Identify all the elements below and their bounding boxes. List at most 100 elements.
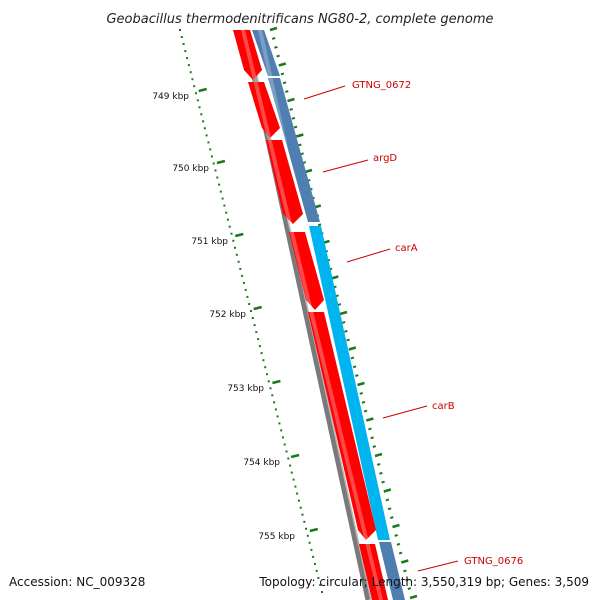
minor-tick [191, 78, 194, 81]
minor-tick [225, 211, 228, 214]
minor-tick [312, 555, 315, 558]
scale-label: 753 kbp [227, 384, 264, 394]
minor-tick [251, 317, 254, 319]
minor-tick [186, 57, 189, 60]
scale-label: 754 kbp [243, 458, 280, 468]
minor-tick [230, 232, 233, 235]
minor-tick [267, 380, 270, 383]
minor-tick [260, 352, 263, 355]
right-minor-tick [291, 116, 296, 120]
major-tick [198, 87, 208, 93]
cds-arrow [359, 544, 388, 600]
minor-tick [205, 134, 208, 137]
major-tick [234, 232, 244, 238]
cds-shine [241, 30, 383, 600]
minor-tick [232, 239, 235, 242]
right-major-tick [287, 97, 295, 103]
major-tick [272, 379, 281, 385]
minor-tick [187, 64, 190, 67]
minor-tick [278, 422, 281, 425]
right-minor-tick [344, 329, 348, 333]
major-tick [216, 159, 226, 165]
genome-summary: Topology: circular; Length: 3,550,319 bp… [258, 575, 589, 589]
minor-tick [214, 169, 217, 172]
minor-tick [195, 92, 197, 95]
minor-tick [308, 541, 311, 544]
minor-tick [296, 492, 299, 495]
right-minor-tick [346, 338, 350, 342]
minor-tick [228, 225, 231, 228]
right-major-tick [400, 559, 409, 564]
scale-label: 751 kbp [191, 237, 228, 247]
minor-tick [179, 29, 181, 31]
right-minor-tick [293, 125, 298, 129]
gene-label[interactable]: GTNG_0672 [352, 80, 411, 91]
right-minor-tick [389, 516, 394, 520]
minor-tick [218, 183, 221, 186]
gene-strip-segment-highlighted [309, 226, 390, 540]
right-major-tick [330, 275, 339, 280]
scale-label: 749 kbp [152, 92, 189, 102]
scale-label: 750 kbp [172, 164, 209, 174]
right-minor-tick [341, 320, 346, 324]
minor-tick [273, 401, 276, 404]
minor-tick [207, 141, 210, 144]
minor-tick [283, 443, 286, 446]
cds-arrow [289, 232, 324, 310]
right-major-tick [278, 62, 287, 67]
right-major-tick [392, 523, 400, 529]
gene-label[interactable]: GTNG_0676 [464, 556, 523, 567]
minor-tick [226, 218, 229, 221]
right-minor-tick [284, 90, 289, 94]
minor-tick [292, 478, 295, 481]
right-minor-tick [394, 533, 399, 537]
minor-tick [234, 246, 236, 249]
minor-tick [276, 415, 279, 418]
minor-tick [216, 176, 219, 179]
minor-tick [262, 359, 265, 362]
right-minor-tick [317, 223, 322, 227]
minor-tick [274, 408, 277, 411]
minor-tick [241, 274, 244, 277]
right-minor-tick [354, 374, 359, 378]
gene-strip-segment [252, 30, 280, 76]
gene-label-leader [322, 159, 369, 173]
right-minor-tick [372, 445, 377, 449]
cds-arrow [248, 82, 280, 138]
minor-tick [258, 345, 261, 348]
scale-label: 755 kbp [258, 532, 295, 542]
right-minor-tick [407, 587, 412, 591]
gene-label[interactable]: argD [373, 153, 397, 164]
minor-tick [200, 113, 203, 116]
minor-tick [193, 85, 196, 88]
minor-tick [244, 288, 247, 291]
minor-tick [315, 569, 318, 572]
right-major-tick [409, 594, 418, 600]
right-minor-tick [350, 356, 355, 360]
minor-tick [285, 450, 288, 453]
minor-tick [248, 303, 251, 305]
minor-tick [246, 295, 249, 298]
right-minor-tick [398, 551, 403, 555]
gene-label[interactable]: carA [395, 243, 418, 254]
minor-tick [317, 576, 320, 579]
minor-tick [250, 310, 252, 312]
major-tick [253, 305, 263, 311]
right-major-tick [295, 133, 304, 138]
right-minor-tick [361, 400, 366, 404]
right-minor-tick [376, 462, 381, 466]
kbp-tick-marks [179, 29, 323, 593]
minor-tick [319, 584, 322, 586]
right-minor-tick [282, 81, 287, 85]
minor-tick [310, 548, 313, 551]
scale-label: 752 kbp [209, 310, 246, 320]
minor-tick [303, 520, 306, 523]
minor-tick [280, 429, 283, 432]
right-minor-tick [379, 471, 383, 475]
gene-label-leader [382, 405, 428, 419]
minor-tick [203, 127, 206, 130]
gene-label[interactable]: carB [432, 401, 455, 412]
minor-tick [237, 260, 240, 263]
minor-tick [271, 394, 274, 397]
